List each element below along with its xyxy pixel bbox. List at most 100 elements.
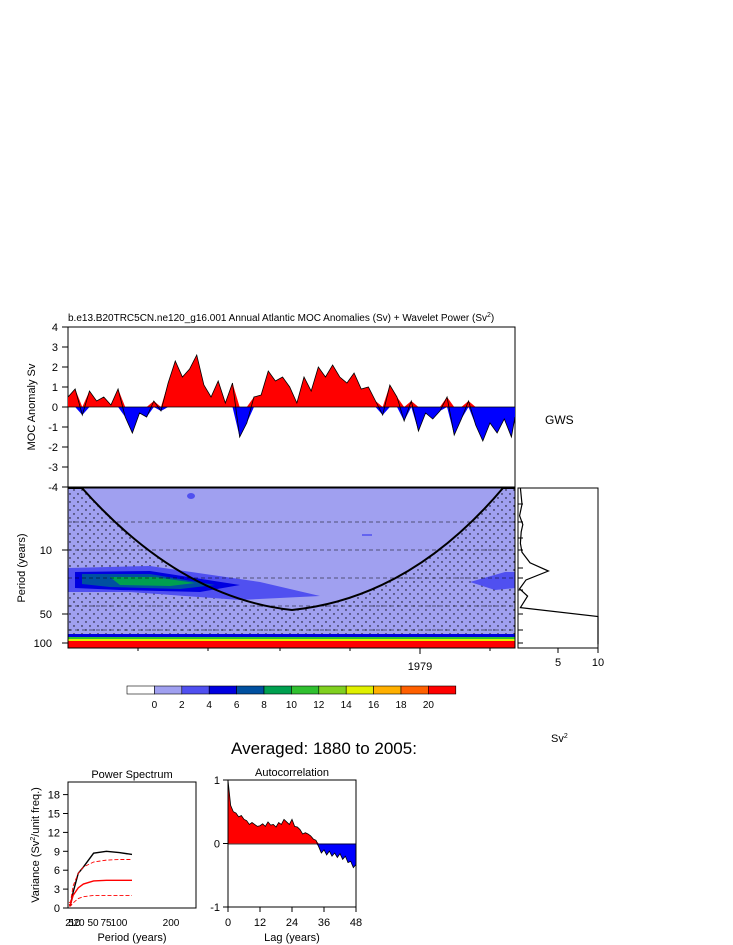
- wavelet-bottom-red: [68, 641, 515, 648]
- colorbar-swatch: [345, 685, 374, 695]
- colorbar-swatch: [373, 685, 402, 695]
- ac-ytick-label: 1: [214, 775, 220, 787]
- wavelet-ytick-label: 10: [40, 545, 52, 557]
- gws-yticks: [518, 503, 523, 644]
- moc-ytick-label: 3: [52, 342, 58, 354]
- moc-anomaly-line: [67, 353, 516, 443]
- ps-xtick-label: 5: [68, 918, 74, 929]
- colorbar-swatch: [318, 685, 347, 695]
- ps-ytick-label: 18: [48, 790, 60, 802]
- wavelet-ytick-label: 100: [34, 638, 52, 650]
- ps-ytick-label: 9: [54, 846, 60, 858]
- moc-positive-area: [68, 355, 515, 407]
- ps-ytick-label: 0: [54, 903, 60, 915]
- sv2-label: Sv2: [551, 733, 568, 745]
- colorbar-label: 16: [368, 700, 380, 711]
- ps-xtick-label: 50: [87, 918, 99, 929]
- colorbar-label: 4: [206, 700, 212, 711]
- moc-ytick-label: 4: [52, 322, 58, 334]
- moc-ytick-label: -1: [48, 422, 58, 434]
- ac-positive-area: [228, 780, 356, 844]
- colorbar: 0 2 4 6 8 10 12 14 16 18 20: [126, 685, 457, 711]
- colorbar-label: 18: [395, 700, 407, 711]
- ac-xtick-label: 0: [225, 917, 231, 929]
- ps-xtick-label: 200: [163, 918, 180, 929]
- power-spectrum-panel: Power Spectrum 0 3 6 9 12 15 18 2 5 10 20 50 7…: [30, 769, 197, 944]
- gws-line: [518, 487, 599, 645]
- colorbar-swatch: [126, 685, 155, 695]
- ac-xtick-label: 48: [350, 917, 362, 929]
- ps-xtick-label: 2: [65, 918, 71, 929]
- moc-ytick-label: 2: [52, 362, 58, 374]
- ps-xtick-label: 10: [69, 918, 81, 929]
- moc-anomaly-panel: 4 3 2 1 0 -1 -2 -3 -4 MOC Anomaly Sv: [26, 322, 516, 494]
- gws-xtick-label: 10: [592, 657, 604, 669]
- ac-ytick-label: -1: [210, 902, 220, 914]
- power-spectrum-frame: [67, 781, 197, 909]
- power-spectrum-title: Power Spectrum: [91, 769, 172, 781]
- ps-ytick-label: 15: [48, 809, 60, 821]
- main-title: b.e13.B20TRC5CN.ne120_g16.001 Annual Atl…: [68, 312, 494, 324]
- ps-ylabel: Variance (Sv2/unit freq.): [30, 787, 42, 903]
- moc-negative-area: [68, 407, 515, 441]
- ps-xtick-label: 100: [111, 918, 128, 929]
- ac-negative-area: [228, 843, 356, 868]
- ps-xtick-label: 20: [73, 918, 85, 929]
- wavelet-bottom-yellow: [68, 639, 515, 641]
- ac-xlabel: Lag (years): [264, 932, 320, 944]
- ps-ytick-label: 6: [54, 865, 60, 877]
- ac-line: [227, 779, 357, 869]
- colorbar-label: 14: [341, 700, 353, 711]
- colorbar-label: 0: [152, 700, 158, 711]
- colorbar-swatch: [400, 685, 429, 695]
- gws-panel: 5 10: [517, 487, 604, 669]
- ps-ytick-label: 12: [48, 827, 60, 839]
- colorbar-swatch: [291, 685, 320, 695]
- wavelet-panel: 10 50 100 Period (years) 1979: [16, 487, 516, 673]
- colorbar-swatch: [263, 685, 292, 695]
- colorbar-label: 2: [179, 700, 185, 711]
- colorbar-swatch: [236, 685, 265, 695]
- wavelet-band-right: [470, 572, 515, 590]
- colorbar-label: 8: [261, 700, 267, 711]
- wavelet-bottom-green: [68, 637, 515, 639]
- autocorrelation-title: Autocorrelation: [255, 767, 329, 779]
- ac-ytick-label: 0: [214, 839, 220, 851]
- ps-ytick-label: 3: [54, 884, 60, 896]
- ps-xtick-label: 75: [100, 918, 112, 929]
- moc-ytick-label: -4: [48, 482, 58, 494]
- wavelet-xtick-label: 1979: [408, 661, 432, 673]
- colorbar-label: 20: [423, 700, 435, 711]
- colorbar-swatch: [428, 685, 457, 695]
- colorbar-label: 6: [234, 700, 240, 711]
- wavelet-band-green: [110, 577, 195, 586]
- ps-xlabel: Period (years): [97, 932, 166, 944]
- moc-ytick-label: -2: [48, 442, 58, 454]
- ps-series-line: [68, 879, 132, 906]
- averaged-title: Averaged: 1880 to 2005:: [231, 739, 417, 758]
- moc-ylabel: MOC Anomaly Sv: [26, 363, 38, 450]
- colorbar-swatch: [208, 685, 237, 695]
- wavelet-ylabel: Period (years): [16, 533, 28, 602]
- autocorrelation-panel: Autocorrelation 1 0 -1 0 12 24 36 48 Lag (year…: [210, 767, 362, 944]
- gws-xtick-label: 5: [555, 657, 561, 669]
- moc-ytick-label: 0: [52, 402, 58, 414]
- cone-of-influence: [68, 487, 515, 612]
- ps-series-line: [69, 894, 132, 907]
- gws-plot-frame: [517, 487, 599, 649]
- wavelet-bottom-darkblue: [68, 634, 515, 637]
- colorbar-label: 10: [286, 700, 298, 711]
- gws-label: GWS: [545, 413, 574, 427]
- wavelet-plot-frame: [67, 487, 516, 649]
- colorbar-swatch: [181, 685, 210, 695]
- cone-stipple-region: [68, 488, 515, 648]
- ac-xtick-label: 12: [254, 917, 266, 929]
- colorbar-label: 12: [313, 700, 325, 711]
- ac-xtick-label: 24: [286, 917, 298, 929]
- ac-xtick-label: 36: [318, 917, 330, 929]
- ps-series-line: [68, 859, 132, 904]
- wavelet-ytick-label: 50: [40, 609, 52, 621]
- ps-xticks: 2 5 10 20 50 75 100 200: [65, 918, 180, 929]
- wavelet-spot: [187, 493, 195, 499]
